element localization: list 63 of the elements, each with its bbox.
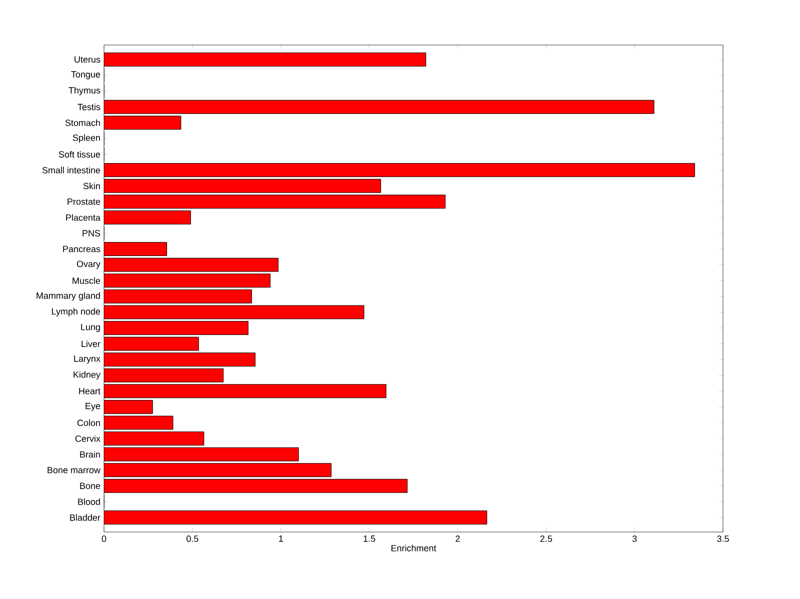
bar <box>104 432 204 446</box>
y-tick-label: Muscle <box>72 277 100 284</box>
y-tick-label: Soft tissue <box>58 150 100 158</box>
bar <box>104 52 426 66</box>
x-tick-label: 1 <box>279 536 283 542</box>
x-tick-label: 2.5 <box>540 536 552 542</box>
y-tick-label: Thymus <box>68 86 100 96</box>
bar <box>104 463 332 478</box>
y-tick-label: Colon <box>77 419 100 426</box>
y-tick-label: Heart <box>79 388 100 394</box>
y-tick-label: Bladder <box>70 514 100 521</box>
bar <box>104 384 386 398</box>
y-tick-label: Ovary <box>76 260 100 269</box>
y-tick-label: Small intestine <box>42 166 100 174</box>
bar <box>104 336 199 351</box>
x-tick-label: 2 <box>456 536 460 542</box>
bar <box>104 163 695 178</box>
y-tick-label: Cervix <box>75 435 100 442</box>
bar <box>104 289 252 304</box>
bar <box>104 274 270 288</box>
bar <box>104 368 224 382</box>
y-tick-label: Stomach <box>65 119 100 126</box>
bar <box>104 178 382 193</box>
x-axis-title: Enrichment <box>391 544 436 552</box>
y-tick-label: Lung <box>81 324 100 332</box>
x-tick-label: 3.5 <box>717 536 729 542</box>
y-tick-label: Blood <box>78 498 100 505</box>
bar <box>104 305 364 320</box>
bar <box>104 447 299 462</box>
x-tick-label: 0.5 <box>186 536 198 542</box>
y-tick-label: Liver <box>82 340 100 348</box>
y-tick-label: Pancreas <box>63 246 100 252</box>
bar <box>104 100 654 114</box>
bar <box>104 510 488 524</box>
y-tick-label: Skin <box>83 182 100 190</box>
y-tick-label: Uterus <box>74 56 100 63</box>
y-tick-label: Placenta <box>66 214 100 221</box>
y-tick-label: Kidney <box>74 371 100 380</box>
y-tick-label: Lymph node <box>52 308 100 316</box>
bar <box>104 321 248 335</box>
y-tick-label: Mammary gland <box>36 292 100 301</box>
bar <box>104 210 191 224</box>
y-tick-label: Bone <box>80 482 100 490</box>
y-tick-label: Larynx <box>74 356 100 364</box>
bar <box>104 352 256 367</box>
bar <box>104 258 278 272</box>
x-tick-label: 3 <box>632 536 637 542</box>
bar <box>104 194 446 209</box>
bar <box>104 416 174 430</box>
y-tick-label: Bone marrow <box>48 466 100 474</box>
y-tick-label: Prostate <box>68 198 100 205</box>
y-tick-label: Tongue <box>71 71 100 80</box>
x-tick-label: 0 <box>102 536 106 542</box>
y-tick-label: Spleen <box>72 134 100 143</box>
bar <box>104 400 153 414</box>
y-tick-label: Brain <box>80 451 100 458</box>
bar <box>104 116 182 130</box>
y-tick-label: Testis <box>78 104 100 110</box>
y-tick-label: PNS <box>82 230 100 236</box>
bar <box>104 242 168 256</box>
bar <box>104 478 408 493</box>
x-tick-label: 1.5 <box>364 536 376 542</box>
y-tick-label: Eye <box>86 402 100 411</box>
